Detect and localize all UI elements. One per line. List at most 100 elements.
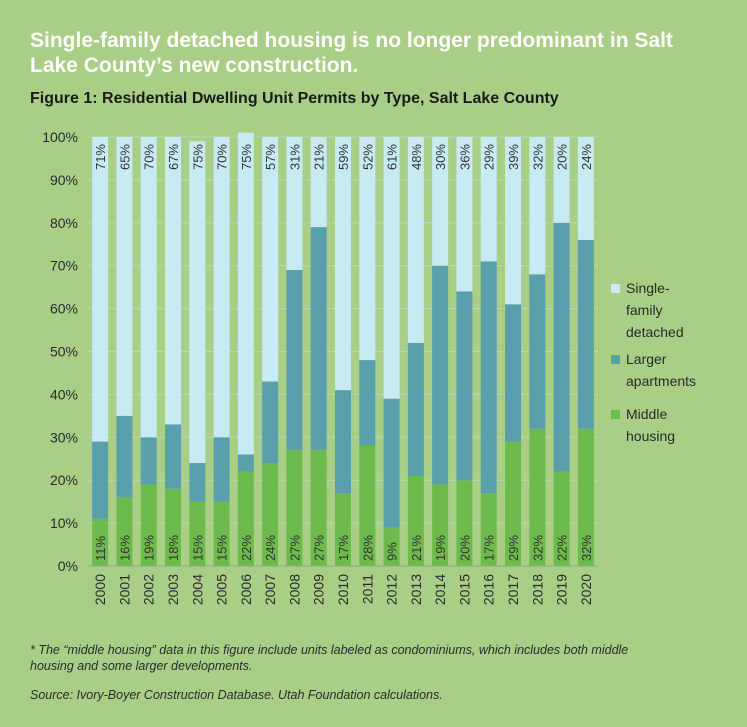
data-label-middle-housing: 17% [336,535,351,561]
bar-segment-middle-housing [140,484,157,566]
data-label-single-family: 48% [409,144,424,170]
legend-label-single-family: Single- family detached [626,280,684,340]
legend-label-larger-apartments: Larger apartments [626,351,697,389]
x-tick-label: 2008 [286,574,302,605]
figure-title: Figure 1: Residential Dwelling Unit Perm… [30,90,559,107]
bar-segment-larger-apartments [189,463,206,502]
x-tick-label: 2018 [529,574,545,605]
data-label-single-family: 67% [166,144,181,170]
bar-segment-single-family [262,137,279,382]
source-note: Source: Ivory-Boyer Construction Databas… [30,688,443,702]
x-tick-label: 2005 [214,574,230,605]
data-label-single-family: 70% [142,144,157,170]
bar-segment-single-family [432,137,449,266]
bar-segment-middle-housing [189,501,206,566]
data-label-single-family: 75% [239,144,254,170]
x-tick-label: 2015 [456,574,472,605]
bar-segment-single-family [286,137,303,270]
bar-segment-larger-apartments [577,239,594,429]
x-tick-label: 2009 [311,574,327,605]
x-tick-label: 2017 [505,574,521,605]
bar-segment-single-family [359,137,376,361]
data-label-middle-housing: 21% [409,535,424,561]
data-label-middle-housing: 24% [263,535,278,561]
legend-item-middle-housing: Middle housing [611,403,675,447]
data-label-middle-housing: 16% [117,535,132,561]
data-label-middle-housing: 20% [457,535,472,561]
stacked-bar-chart: 71% 11% 65% 16% 70% 19% 67% 18% 75% 15% 70% 15% 75% 2… [42,129,598,605]
data-label-single-family: 36% [457,144,472,170]
y-tick-label: 80% [50,215,78,231]
y-tick-label: 50% [50,344,78,360]
bar-segment-single-family [335,137,351,391]
y-tick-label: 0% [58,558,78,574]
data-labels: 71% 11% 65% 16% 70% 19% 67% 18% 75% 15% 70% 15% 75% 2… [93,144,594,561]
data-label-single-family: 75% [190,144,205,170]
bar-segment-middle-housing [529,428,546,566]
bar-segment-single-family [92,137,109,442]
data-label-middle-housing: 11% [93,536,108,561]
bar-segment-single-family [189,141,206,464]
bar-segment-larger-apartments [237,454,254,472]
legend-swatch-middle-housing [611,410,620,419]
data-label-single-family: 61% [385,144,400,170]
y-tick-label: 60% [50,301,78,317]
bar-segment-larger-apartments [213,437,230,502]
bar-segment-larger-apartments [456,291,473,481]
bar-segment-middle-housing [213,501,230,566]
bar-segment-single-family [529,137,546,275]
x-tick-label: 2003 [165,574,181,605]
x-tick-label: 2012 [384,574,400,605]
data-label-middle-housing: 15% [215,535,230,561]
bar-segment-larger-apartments [383,398,400,528]
bar-segment-single-family [140,137,157,438]
bar-segment-larger-apartments [359,360,376,446]
bar-segment-middle-housing [262,463,279,566]
bar-segment-larger-apartments [432,265,449,485]
bar-segment-single-family [116,137,133,416]
data-label-middle-housing: 15% [190,535,205,561]
bar-segment-larger-apartments [335,390,351,494]
y-tick-label: 100% [42,129,78,145]
bar-segment-single-family [505,137,521,305]
bar-segment-middle-housing [407,475,424,566]
data-label-single-family: 31% [287,144,302,170]
bar-segment-single-family [480,137,497,262]
bar-segment-middle-housing [310,450,327,566]
bar-segment-larger-apartments [116,415,133,498]
bars [92,132,594,566]
bar-segment-single-family [165,137,181,425]
data-label-middle-housing: 19% [142,535,157,561]
bar-segment-single-family [553,137,570,223]
data-label-single-family: 30% [433,144,448,170]
data-label-middle-housing: 32% [579,535,594,561]
x-tick-label: 2011 [359,574,375,604]
bar-segment-single-family [310,137,327,228]
bar-segment-middle-housing [359,445,376,566]
data-label-middle-housing: 18% [166,535,181,561]
bar-segment-larger-apartments [407,342,424,476]
bar-segment-larger-apartments [310,227,327,451]
x-tick-label: 2007 [262,574,278,605]
x-tick-label: 2016 [481,574,497,605]
bar-segment-larger-apartments [140,437,157,485]
bar-segment-middle-housing [116,497,133,566]
data-label-middle-housing: 27% [287,535,302,561]
x-tick-label: 2020 [578,574,594,605]
bar-segment-larger-apartments [529,274,546,429]
data-label-single-family: 57% [263,144,278,170]
y-tick-label: 30% [50,429,78,445]
data-label-middle-housing: 22% [239,535,254,561]
bar-segment-middle-housing [237,471,254,566]
x-tick-label: 2013 [408,574,424,605]
bar-segment-middle-housing [505,441,521,566]
data-label-single-family: 70% [215,144,230,170]
x-tick-label: 2000 [92,574,108,605]
bar-segment-larger-apartments [553,222,570,472]
data-label-middle-housing: 29% [506,535,521,561]
legend-label-middle-housing: Middle housing [626,406,676,444]
legend-swatch-larger-apartments [611,355,620,364]
data-label-single-family: 39% [506,144,521,170]
data-label-middle-housing: 22% [555,535,570,561]
bar-segment-middle-housing [577,428,594,566]
